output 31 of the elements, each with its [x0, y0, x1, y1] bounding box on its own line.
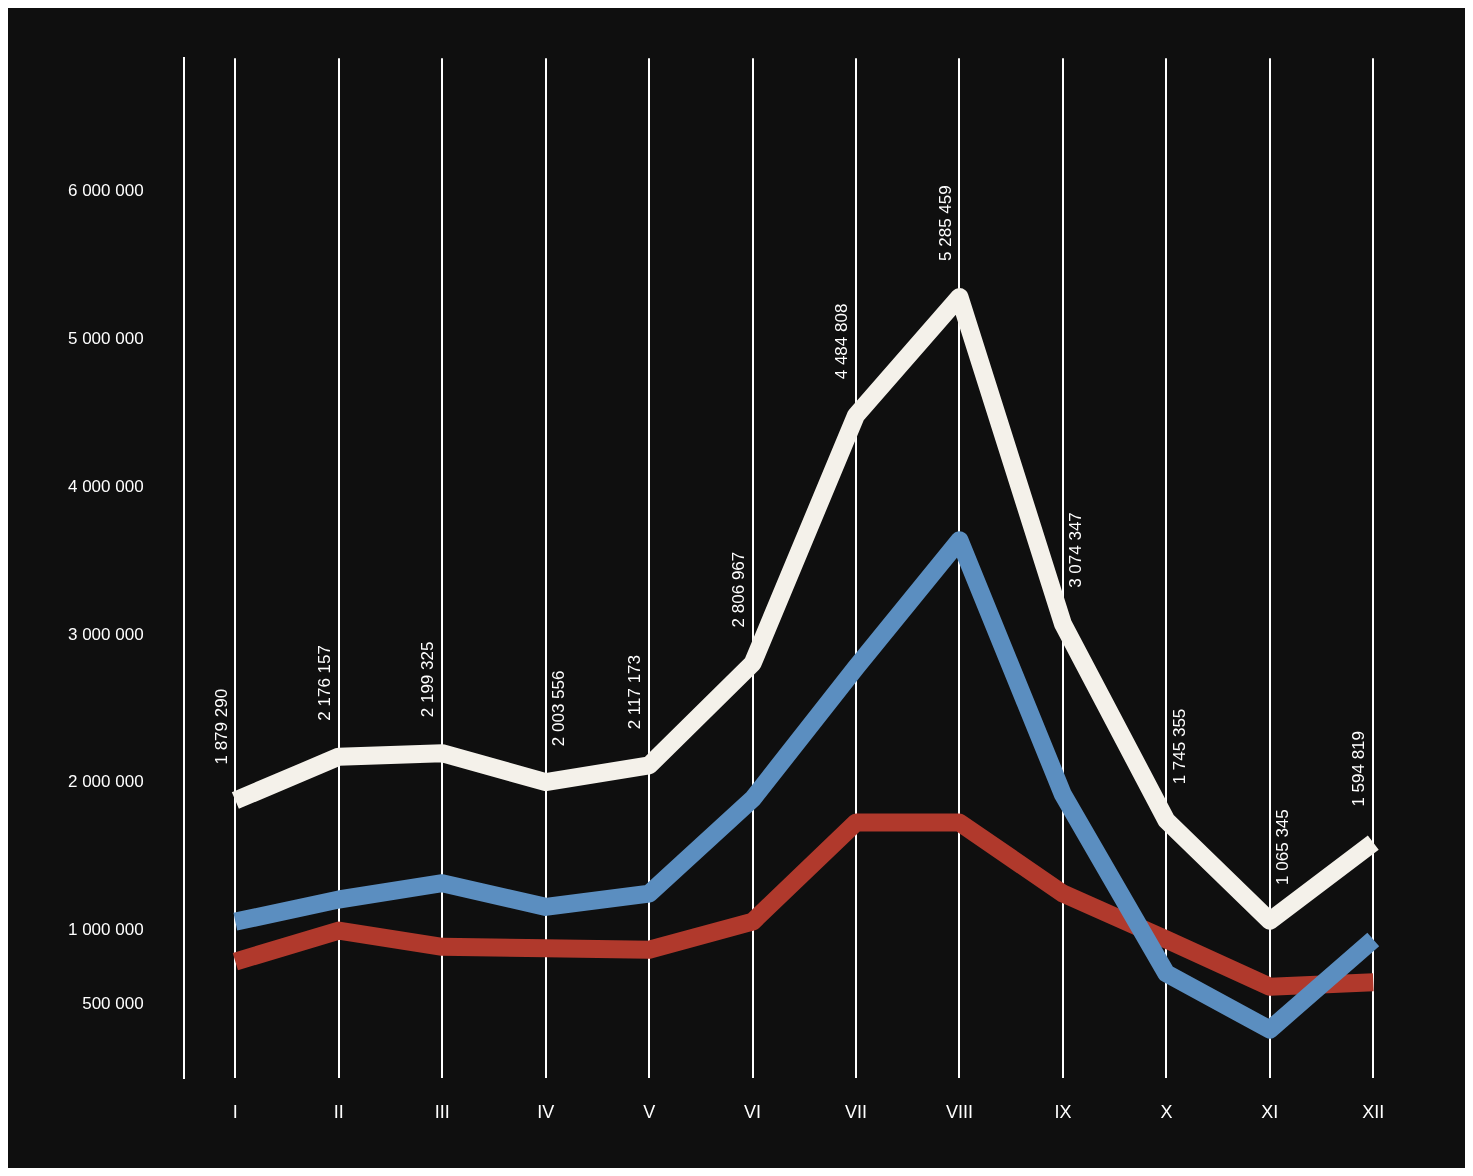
- data-label: 2 117 173: [625, 654, 645, 730]
- data-label: 3 074 347: [1066, 512, 1086, 588]
- y-tick-label: 4 000 000: [67, 476, 144, 496]
- x-tick-label: X: [1160, 1102, 1173, 1123]
- data-label: 2 199 325: [418, 641, 438, 718]
- x-tick-label: XI: [1261, 1102, 1279, 1123]
- y-tick-label: 6 000 000: [67, 180, 144, 200]
- y-tick-label: 500 000: [82, 994, 144, 1014]
- x-tick-label: II: [333, 1102, 344, 1123]
- x-tick-label: XII: [1362, 1102, 1385, 1123]
- data-label: 4 484 808: [832, 303, 852, 380]
- data-label: 5 285 459: [935, 185, 955, 261]
- x-tick-label: V: [643, 1102, 656, 1123]
- data-label: 2 003 556: [548, 670, 568, 747]
- x-tick-label: VIII: [945, 1102, 973, 1123]
- data-label: 1 065 345: [1273, 809, 1293, 885]
- x-tick-label: IX: [1054, 1102, 1072, 1123]
- x-tick-label: VI: [744, 1102, 762, 1123]
- x-tick-label: III: [434, 1102, 450, 1123]
- data-label: 1 879 290: [211, 688, 231, 765]
- x-tick-label: VII: [845, 1102, 868, 1123]
- y-tick-label: 3 000 000: [67, 624, 144, 644]
- data-label: 1 745 355: [1169, 708, 1189, 785]
- y-tick-label: 2 000 000: [67, 772, 144, 792]
- y-tick-label: 5 000 000: [67, 328, 144, 348]
- data-label: 1 594 819: [1349, 730, 1369, 807]
- y-tick-label: 1 000 000: [67, 920, 144, 940]
- data-label: 2 806 967: [728, 551, 748, 628]
- data-label: 2 176 157: [314, 645, 334, 721]
- x-tick-label: I: [232, 1102, 238, 1123]
- x-tick-label: IV: [537, 1102, 555, 1123]
